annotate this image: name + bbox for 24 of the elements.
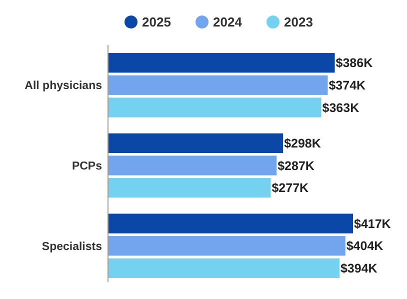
bar bbox=[108, 133, 284, 153]
data-label: $394K bbox=[340, 262, 378, 276]
y-tick-label: PCPs bbox=[72, 160, 102, 173]
data-label: $298K bbox=[284, 136, 321, 151]
data-label: $277K bbox=[272, 181, 309, 196]
legend-label: 2025 bbox=[142, 14, 171, 30]
legend-label: 2024 bbox=[213, 14, 243, 30]
legend-label: 2023 bbox=[284, 14, 313, 30]
bar bbox=[108, 214, 353, 234]
bar bbox=[108, 156, 277, 176]
data-label: $386K bbox=[336, 56, 373, 70]
bar bbox=[108, 98, 322, 118]
data-label: $417K bbox=[354, 216, 391, 231]
data-label: $374K bbox=[328, 78, 366, 93]
bar bbox=[108, 53, 335, 73]
data-label: $287K bbox=[278, 158, 314, 173]
data-label: $404K bbox=[346, 239, 384, 254]
data-label: $363K bbox=[322, 100, 360, 115]
bar bbox=[108, 236, 346, 256]
bar bbox=[108, 178, 271, 198]
y-tick-label: All physicians bbox=[24, 80, 102, 92]
bar bbox=[108, 258, 340, 278]
bar bbox=[108, 75, 328, 95]
y-tick-label: Specialists bbox=[42, 240, 102, 253]
